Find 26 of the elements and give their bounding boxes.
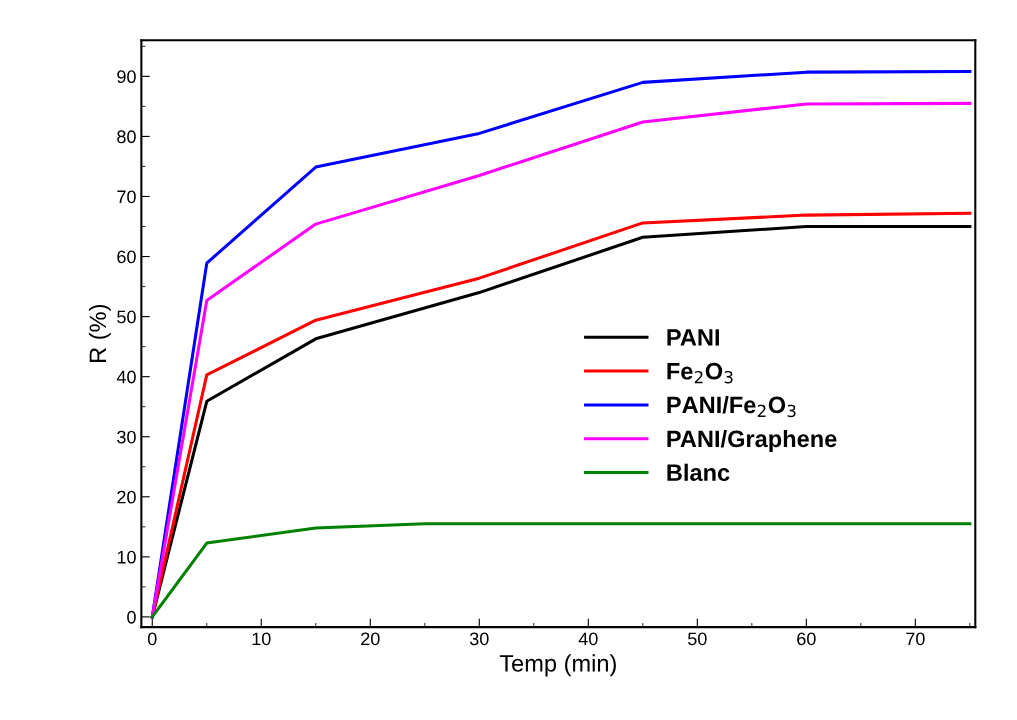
x-tick-label: 50 [688, 632, 707, 646]
y-tick-label: 20 [117, 490, 136, 504]
y-tick-label: 10 [117, 550, 136, 564]
y-tick-label: 80 [117, 130, 136, 144]
x-tick-label: 20 [361, 632, 380, 646]
x-tick-label: 70 [906, 632, 925, 646]
line-series [150, 522, 972, 619]
legend-label: PANI/Graphene [667, 429, 837, 452]
x-tick-label: 0 [147, 632, 157, 646]
x-tick-label: 30 [469, 632, 489, 646]
y-tick-label: 70 [117, 190, 136, 204]
x-tick-label: 10 [252, 632, 271, 646]
legend-label: Fe$_{2}$O$_{3}$ [667, 362, 733, 384]
y-axis-title: R (%) [88, 305, 111, 362]
x-tick-label: 60 [797, 632, 816, 646]
y-tick-label: 0 [127, 610, 136, 624]
y-tick-label: 50 [117, 310, 136, 324]
y-tick-label: 40 [116, 370, 136, 384]
y-tick-label: 30 [117, 430, 136, 444]
legend-label: PANI [667, 329, 719, 346]
x-tick-label: 40 [578, 632, 598, 646]
x-axis-title: Temp (min) [499, 654, 616, 677]
y-tick-label: 90 [117, 70, 136, 84]
legend-label: Blanc [667, 463, 730, 482]
legend-label: PANI/Fe$_{2}$O$_{3}$ [667, 395, 796, 418]
y-tick-label: 60 [117, 250, 136, 264]
